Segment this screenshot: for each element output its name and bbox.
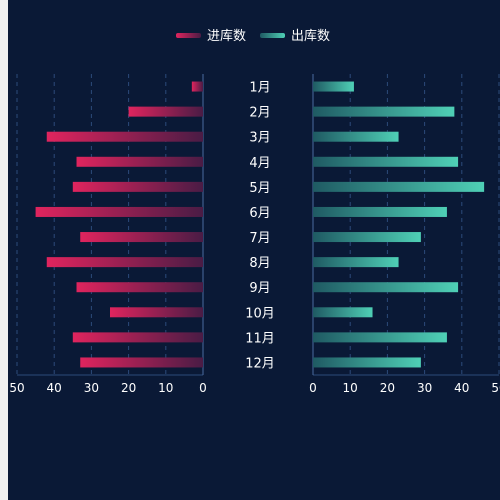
bar-out-6[interactable]: [313, 206, 447, 217]
category-label: 8月: [249, 256, 270, 271]
legend-swatch-out: [260, 33, 285, 38]
right-grid: [312, 74, 500, 376]
bar-in-1[interactable]: [191, 81, 203, 92]
legend: 进库数 出库数: [176, 28, 330, 44]
right-tick-label: 50: [491, 381, 500, 395]
bar-in-8[interactable]: [46, 257, 204, 268]
bar-out-5[interactable]: [313, 181, 485, 192]
left-grid: [16, 74, 204, 376]
category-label: 4月: [249, 156, 270, 171]
left-axis-ticks: 50 40 30 20 10 0: [9, 381, 206, 395]
bar-in-9[interactable]: [76, 282, 203, 293]
right-axis-ticks: 0 10 20 30 40 50: [309, 381, 500, 395]
left-tick-label: 10: [158, 381, 173, 395]
left-tick-label: 30: [84, 381, 99, 395]
bar-out-10[interactable]: [313, 307, 373, 318]
left-tick-label: 0: [199, 381, 207, 395]
category-label: 7月: [249, 231, 270, 246]
category-label: 2月: [249, 106, 270, 121]
bar-out-3[interactable]: [313, 131, 399, 142]
category-label: 12月: [245, 356, 275, 371]
legend-label-out: 出库数: [291, 28, 330, 44]
category-label: 11月: [245, 331, 275, 346]
bar-in-6[interactable]: [35, 206, 203, 217]
right-bars: [313, 81, 485, 368]
right-tick-label: 0: [309, 381, 317, 395]
category-label: 3月: [249, 131, 270, 146]
butterfly-bar-chart: 进库数 出库数 1月 2月 3月 4月 5月 6月 7月 8月 9月 10月 11月 12月 50 40…: [9, 28, 500, 395]
right-tick-label: 40: [454, 381, 469, 395]
right-tick-label: 20: [380, 381, 395, 395]
category-label: 9月: [249, 281, 270, 296]
bar-out-2[interactable]: [313, 106, 455, 117]
bar-out-7[interactable]: [313, 232, 421, 243]
bar-in-11[interactable]: [72, 332, 203, 343]
bar-in-10[interactable]: [110, 307, 203, 318]
bar-out-8[interactable]: [313, 257, 399, 268]
bar-in-12[interactable]: [80, 357, 203, 368]
bar-in-7[interactable]: [80, 232, 203, 243]
bar-out-12[interactable]: [313, 357, 421, 368]
bar-out-1[interactable]: [313, 81, 354, 92]
category-labels: 1月 2月 3月 4月 5月 6月 7月 8月 9月 10月 11月 12月: [245, 81, 275, 372]
category-label: 5月: [249, 181, 270, 196]
left-bars: [35, 81, 204, 368]
left-tick-label: 40: [47, 381, 62, 395]
category-label: 6月: [249, 206, 270, 221]
legend-item-out[interactable]: 出库数: [260, 28, 330, 44]
bar-in-2[interactable]: [128, 106, 203, 117]
right-tick-label: 10: [343, 381, 358, 395]
bar-in-3[interactable]: [46, 131, 204, 142]
category-label: 10月: [245, 306, 275, 321]
chart-container: 进库数 出库数 1月 2月 3月 4月 5月 6月 7月 8月 9月 10月 11月 12月 50 40…: [8, 0, 500, 500]
legend-item-in[interactable]: 进库数: [176, 28, 246, 44]
bar-in-4[interactable]: [76, 156, 203, 167]
legend-label-in: 进库数: [207, 28, 246, 44]
bar-out-11[interactable]: [313, 332, 447, 343]
category-label: 1月: [249, 81, 270, 96]
left-tick-label: 50: [9, 381, 24, 395]
bar-out-4[interactable]: [313, 156, 459, 167]
left-tick-label: 20: [121, 381, 136, 395]
bar-out-9[interactable]: [313, 282, 459, 293]
right-tick-label: 30: [417, 381, 432, 395]
bar-in-5[interactable]: [72, 181, 203, 192]
legend-swatch-in: [176, 33, 201, 38]
